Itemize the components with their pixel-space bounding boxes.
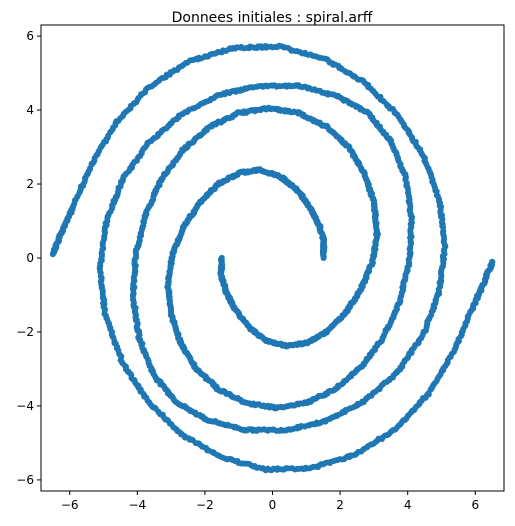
x-tick-label: −4 [128,498,146,512]
x-tick-label: −6 [61,498,79,512]
x-axis: −6 −4 −2 0 2 4 6 [61,491,479,512]
x-tick-label: 2 [336,498,344,512]
x-tick-label: −2 [196,498,214,512]
x-tick-label: 0 [269,498,277,512]
y-tick-label: −6 [16,473,34,487]
y-tick-label: −4 [16,399,34,413]
y-tick-label: 2 [26,177,34,191]
data-point [489,258,496,265]
data-point [49,251,56,258]
chart-title: Donnees initiales : spiral.arff [172,10,373,26]
y-axis: −6 −4 −2 0 2 4 6 [16,29,41,487]
y-tick-label: 6 [26,29,34,43]
x-tick-label: 6 [471,498,479,512]
y-tick-label: 4 [26,103,34,117]
plot-area [49,42,496,474]
y-tick-label: 0 [26,251,34,265]
y-tick-label: −2 [16,325,34,339]
x-tick-label: 4 [404,498,412,512]
